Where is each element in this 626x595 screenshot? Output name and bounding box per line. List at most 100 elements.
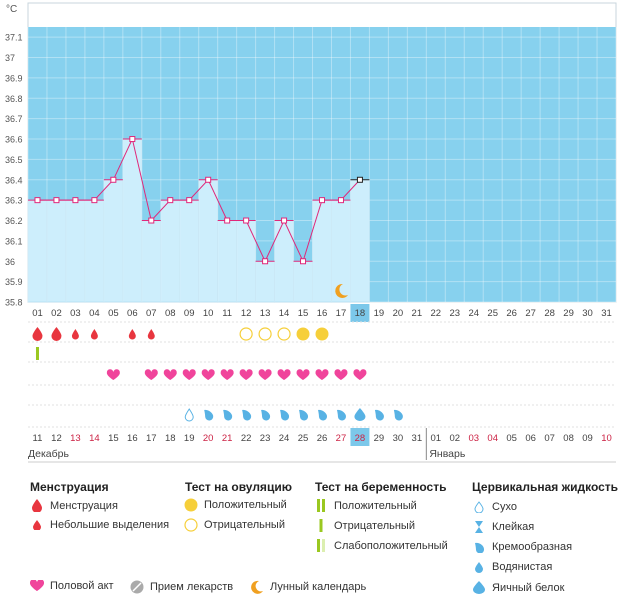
cycle-day-label: 31 bbox=[601, 308, 612, 319]
temperature-point bbox=[91, 197, 98, 204]
big-drop-icon bbox=[28, 499, 46, 512]
temperature-point bbox=[34, 197, 41, 204]
cycle-day-label: 04 bbox=[89, 308, 100, 319]
legend-item-pregnancy-negative: Отрицательный bbox=[312, 519, 415, 532]
calendar-date: 29 bbox=[374, 433, 385, 444]
creamy-drop-icon bbox=[470, 541, 488, 553]
cycle-day-label: 15 bbox=[298, 308, 309, 319]
legend-item-creamy: Кремообразная bbox=[470, 541, 572, 553]
calendar-date: 08 bbox=[563, 433, 574, 444]
intercourse-heart bbox=[239, 369, 253, 380]
legend-label: Менструация bbox=[50, 499, 118, 512]
cycle-day-label: 20 bbox=[393, 308, 404, 319]
calendar-date: 04 bbox=[487, 433, 498, 444]
calendar-date: 28 bbox=[355, 433, 366, 444]
temperature-point bbox=[337, 197, 344, 204]
cycle-day-label: 23 bbox=[449, 308, 460, 319]
legend-item-watery: Водянистая bbox=[470, 561, 552, 573]
cycle-day-label: 02 bbox=[51, 308, 62, 319]
pregnancy-test-mark bbox=[35, 347, 39, 360]
cycle-day-label: 25 bbox=[487, 308, 498, 319]
menstruation-drop bbox=[51, 327, 62, 342]
legend-title-cervical: Цервикальная жидкость bbox=[472, 480, 619, 494]
cycle-day-label: 07 bbox=[146, 308, 157, 319]
weak-bar-icon bbox=[312, 539, 330, 552]
temperature-point bbox=[243, 217, 250, 224]
temperature-point bbox=[300, 258, 307, 265]
ovulation-positive bbox=[296, 327, 310, 341]
temperature-point bbox=[356, 176, 363, 183]
calendar-date: 31 bbox=[412, 433, 423, 444]
calendar-date: 07 bbox=[544, 433, 555, 444]
legend-label: Яичный белок bbox=[492, 581, 565, 594]
legend-item-dry: Сухо bbox=[470, 501, 517, 513]
legend-label: Сухо bbox=[492, 501, 517, 513]
calendar-date: 26 bbox=[317, 433, 328, 444]
temperature-bar bbox=[274, 220, 294, 303]
y-tick-label: 36.8 bbox=[5, 94, 23, 104]
moon-icon bbox=[335, 283, 348, 298]
legend-label: Отрицательный bbox=[204, 519, 285, 531]
temperature-point bbox=[72, 197, 79, 204]
temperature-point bbox=[148, 217, 155, 224]
intercourse-heart bbox=[106, 369, 120, 380]
legend-label: Водянистая bbox=[492, 561, 553, 573]
temperature-bar bbox=[160, 199, 181, 303]
legend-title-pregnancy: Тест на беременность bbox=[315, 480, 447, 494]
temperature-bar bbox=[293, 260, 313, 303]
spotting-drop bbox=[128, 329, 136, 340]
cycle-day-label: 05 bbox=[108, 308, 119, 319]
legend-title-ovulation: Тест на овуляцию bbox=[185, 480, 292, 494]
cervical-watery bbox=[336, 409, 346, 421]
cycle-day-label: 13 bbox=[260, 308, 271, 319]
legend-item-pregnancy-weak: Слабоположительный bbox=[312, 539, 448, 552]
calendar-date: 12 bbox=[51, 433, 62, 444]
temperature-bar bbox=[65, 199, 86, 303]
y-tick-label: 37.1 bbox=[5, 33, 23, 43]
month-label-december: Декабрь bbox=[28, 448, 69, 460]
temperature-bar bbox=[27, 199, 48, 303]
temperature-bar bbox=[312, 199, 332, 303]
temperature-point bbox=[167, 197, 174, 204]
legend-label: Кремообразная bbox=[492, 541, 573, 553]
cycle-day-label: 09 bbox=[184, 308, 195, 319]
cycle-day-label: 19 bbox=[374, 308, 385, 319]
cycle-day-label: 28 bbox=[544, 308, 555, 319]
legend-label: Отрицательный bbox=[334, 519, 415, 532]
cervical-dry bbox=[184, 408, 194, 422]
legend-label: Половой акт bbox=[50, 580, 114, 592]
y-tick-label: 36.9 bbox=[5, 73, 23, 83]
cycle-day-label: 03 bbox=[70, 308, 81, 319]
current-day-highlight bbox=[350, 304, 370, 322]
calendar-date: 22 bbox=[241, 433, 252, 444]
y-tick-label: 36.4 bbox=[5, 175, 23, 185]
yellow-circle-icon bbox=[182, 498, 200, 512]
intercourse-heart bbox=[315, 369, 329, 380]
legend-label: Прием лекарств bbox=[150, 581, 234, 593]
temperature-bar bbox=[198, 179, 218, 303]
cycle-day-label: 26 bbox=[506, 308, 517, 319]
y-tick-label: 36.6 bbox=[5, 135, 23, 145]
calendar-date: 24 bbox=[279, 433, 290, 444]
spotting-drop bbox=[71, 329, 79, 340]
legend-item-sticky: Клейкая bbox=[470, 521, 534, 533]
temperature-bar bbox=[331, 199, 351, 303]
y-tick-label: 36.3 bbox=[5, 196, 23, 206]
cycle-day-label: 29 bbox=[563, 308, 574, 319]
intercourse-heart bbox=[182, 369, 196, 380]
cervical-watery bbox=[261, 409, 271, 421]
legend-label: Положительный bbox=[334, 499, 417, 512]
cycle-day-label: 27 bbox=[525, 308, 536, 319]
intercourse-heart bbox=[296, 369, 310, 380]
intercourse-heart bbox=[201, 369, 215, 380]
hourglass-icon bbox=[470, 521, 488, 533]
calendar-date: 18 bbox=[165, 433, 176, 444]
calendar-date: 19 bbox=[184, 433, 195, 444]
calendar-date: 25 bbox=[298, 433, 309, 444]
calendar-date: 10 bbox=[601, 433, 612, 444]
temperature-bar bbox=[141, 220, 162, 303]
legend-item-intercourse: Половой акт bbox=[28, 580, 114, 592]
intercourse-heart bbox=[144, 369, 158, 380]
outline-drop-icon bbox=[470, 501, 488, 513]
cycle-day-label: 06 bbox=[127, 308, 138, 319]
